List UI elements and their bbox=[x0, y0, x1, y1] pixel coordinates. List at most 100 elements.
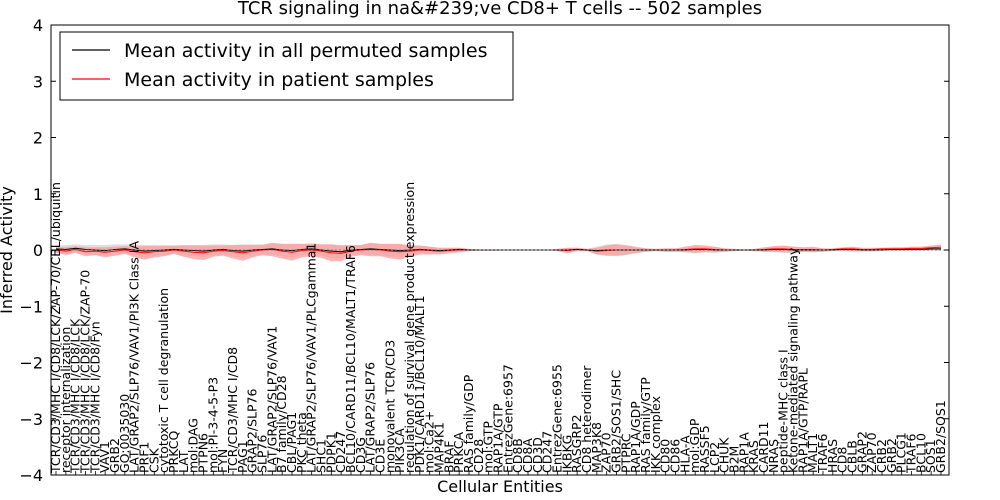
legend-label-patient: Mean activity in patient samples bbox=[124, 69, 434, 91]
x-category-label: RAP1A/GDP bbox=[628, 401, 643, 473]
y-axis: −4 −3 −2 −1 0 1 2 3 4 bbox=[19, 16, 949, 485]
x-category-label: CD8B bbox=[510, 438, 525, 473]
x-category-label: GRB2 bbox=[884, 438, 899, 473]
x-category-label: BCL10 bbox=[913, 433, 928, 473]
x-category-label: PTPRC bbox=[618, 433, 633, 473]
y-tick-label: 2 bbox=[33, 129, 43, 148]
x-category-label: mol:GTP bbox=[481, 421, 496, 473]
x-category-label: PRKCQ bbox=[166, 431, 181, 473]
x-category-label: RAP1A/GTP/RAPL bbox=[795, 368, 810, 473]
x-category-label: CD247 bbox=[540, 431, 555, 473]
x-category-label: CD86 bbox=[668, 439, 683, 473]
x-category-label: GRB2 bbox=[107, 438, 122, 473]
x-category-label: PKC theta bbox=[294, 412, 309, 473]
series-lines bbox=[55, 246, 942, 254]
x-category-label: ZAP70 bbox=[864, 432, 879, 473]
x-category-label: TCR/CD3/MHC I/CD8/LCK bbox=[68, 318, 83, 474]
x-category-label: CHUK bbox=[717, 437, 732, 473]
x-category-label: mol:DAG bbox=[186, 418, 201, 473]
x-category-label: PRF1 bbox=[137, 442, 152, 473]
x-category-label: MAP4K1 bbox=[432, 422, 447, 473]
y-tick-label: −1 bbox=[19, 297, 43, 316]
x-category-label: IKK complex bbox=[648, 396, 663, 473]
x-category-label: HLA-A bbox=[677, 435, 692, 473]
y-tick-label: 0 bbox=[33, 241, 43, 260]
x-category-label: RASGRP2 bbox=[569, 414, 584, 473]
x-category-label: CBLB bbox=[845, 440, 860, 473]
x-category-label: VAV1 bbox=[97, 441, 112, 473]
x-category-label: CD80 bbox=[658, 439, 673, 473]
x-category-label: mol:GDP bbox=[687, 418, 702, 473]
legend-box bbox=[59, 31, 514, 101]
x-category-label: CD3D bbox=[530, 437, 545, 473]
x-category-label: regulation of survival gene product expr… bbox=[402, 182, 417, 473]
x-category-label: TRAF6 bbox=[904, 433, 919, 474]
x-category-label: TCR/CD3/MHC I/CD8/Fyn bbox=[87, 321, 102, 474]
permuted-mean-line bbox=[55, 247, 941, 253]
x-category-label: peptide-MHC class I bbox=[776, 349, 791, 473]
x-category-label: PAG1 bbox=[235, 440, 250, 473]
x-category-label: CD8 bbox=[835, 447, 850, 473]
x-category-label: GRAP2/SLP76 bbox=[245, 388, 260, 473]
x-category-label: CARD11 bbox=[756, 422, 771, 474]
x-category-label: GRAP2 bbox=[854, 431, 869, 473]
x-category-label: ZAP70 bbox=[599, 432, 614, 473]
y-axis-title: Inferred Activity bbox=[0, 186, 16, 314]
spread-bands bbox=[56, 242, 941, 262]
x-category-label: SOS1 bbox=[923, 439, 938, 473]
x-category-label: LAT/GRAP2/SLP76/VAV1/PI3K Class IA bbox=[127, 241, 142, 473]
x-category-label: GRB2/SOS1/SHC bbox=[609, 370, 624, 473]
x-axis: TCR/CD3/MHC I/CD8/LCK/ZAP-70/CBL/ubiquit… bbox=[48, 182, 948, 475]
y-tick-label: −4 bbox=[19, 466, 43, 485]
x-category-label: cytotoxic T cell degranulation bbox=[156, 288, 171, 473]
x-category-label: HRAS bbox=[825, 439, 840, 473]
x-axis-title: Cellular Entities bbox=[437, 477, 563, 496]
x-category-label: LAT/GRAP2/SLP76/VAV1 bbox=[264, 326, 279, 473]
y-tick-label: 1 bbox=[33, 185, 43, 204]
x-category-label: LAT/GRAP2/SLP76/VAV1/PLCgamma1 bbox=[304, 243, 319, 473]
x-category-label: CBL/PAG1 bbox=[284, 412, 299, 473]
x-category-label: GRB2/SOS1 bbox=[933, 400, 948, 473]
x-category-label: SLP76 bbox=[255, 435, 270, 473]
x-category-label: EntrezGene:6957 bbox=[500, 364, 515, 473]
x-category-label: TCR/CD3/MHC I/CD8/LCK/ZAP-70/CBL/ubiquit… bbox=[48, 182, 63, 474]
x-category-label: CD247 bbox=[333, 431, 348, 473]
x-category-label: MALT1 bbox=[805, 433, 820, 473]
x-category-label: mol:Ca2+ bbox=[422, 411, 437, 473]
x-category-label: Ketone-mediated signaling pathway bbox=[786, 247, 801, 473]
legend-label-permuted: Mean activity in all permuted samples bbox=[124, 40, 487, 62]
x-category-label: BCL10/CARD11/BCL10/MALT1/TRAF6 bbox=[343, 245, 358, 473]
x-category-label: PIK3CA bbox=[392, 428, 407, 473]
y-tick-label: 3 bbox=[33, 72, 43, 91]
x-category-label: MAP3K8 bbox=[589, 422, 604, 473]
x-category-label: SHC1 bbox=[314, 439, 329, 473]
x-category-label: CRB2 bbox=[874, 439, 889, 473]
y-tick-label: 4 bbox=[33, 16, 43, 35]
x-category-label: monovalent TCR/CD3 bbox=[382, 340, 397, 473]
x-category-label: RASSF5 bbox=[697, 425, 712, 473]
x-category-label: BRAF bbox=[441, 441, 456, 474]
x-category-label: RAP1A/GTP bbox=[491, 403, 506, 473]
x-category-label: PTPN6 bbox=[196, 433, 211, 473]
legend: Mean activity in all permuted samples Me… bbox=[59, 31, 514, 101]
x-category-label: CD28 bbox=[471, 439, 486, 473]
x-category-label: mol:PI-3-4-5-P3 bbox=[205, 377, 220, 473]
x-category-label: B7 family/CD28 bbox=[274, 375, 289, 473]
x-category-label: KRAS bbox=[746, 440, 761, 473]
x-category-label: NRAS bbox=[766, 439, 781, 473]
x-category-label: TRAF6 bbox=[815, 433, 830, 474]
x-category-label: GO:0035030 bbox=[117, 394, 132, 473]
x-category-label: B2M bbox=[727, 446, 742, 473]
x-category-label: CD3G bbox=[353, 437, 368, 473]
x-category-label: IKBKG bbox=[559, 435, 574, 473]
x-category-label: RAS family/GDP bbox=[461, 374, 476, 473]
patient-spread-band bbox=[56, 242, 941, 262]
x-category-label: TCR/CD3/MHC I/CD8 bbox=[225, 347, 240, 474]
x-category-label: PDK1/CARD11/BCL10/MALT1 bbox=[412, 295, 427, 473]
x-category-label: LAT bbox=[176, 450, 191, 473]
x-category-label: FYN bbox=[215, 449, 230, 473]
x-category-label: CD8A bbox=[520, 438, 535, 473]
x-category-label: PDPK1 bbox=[323, 432, 338, 473]
x-category-label: receptor internalization bbox=[58, 327, 73, 473]
